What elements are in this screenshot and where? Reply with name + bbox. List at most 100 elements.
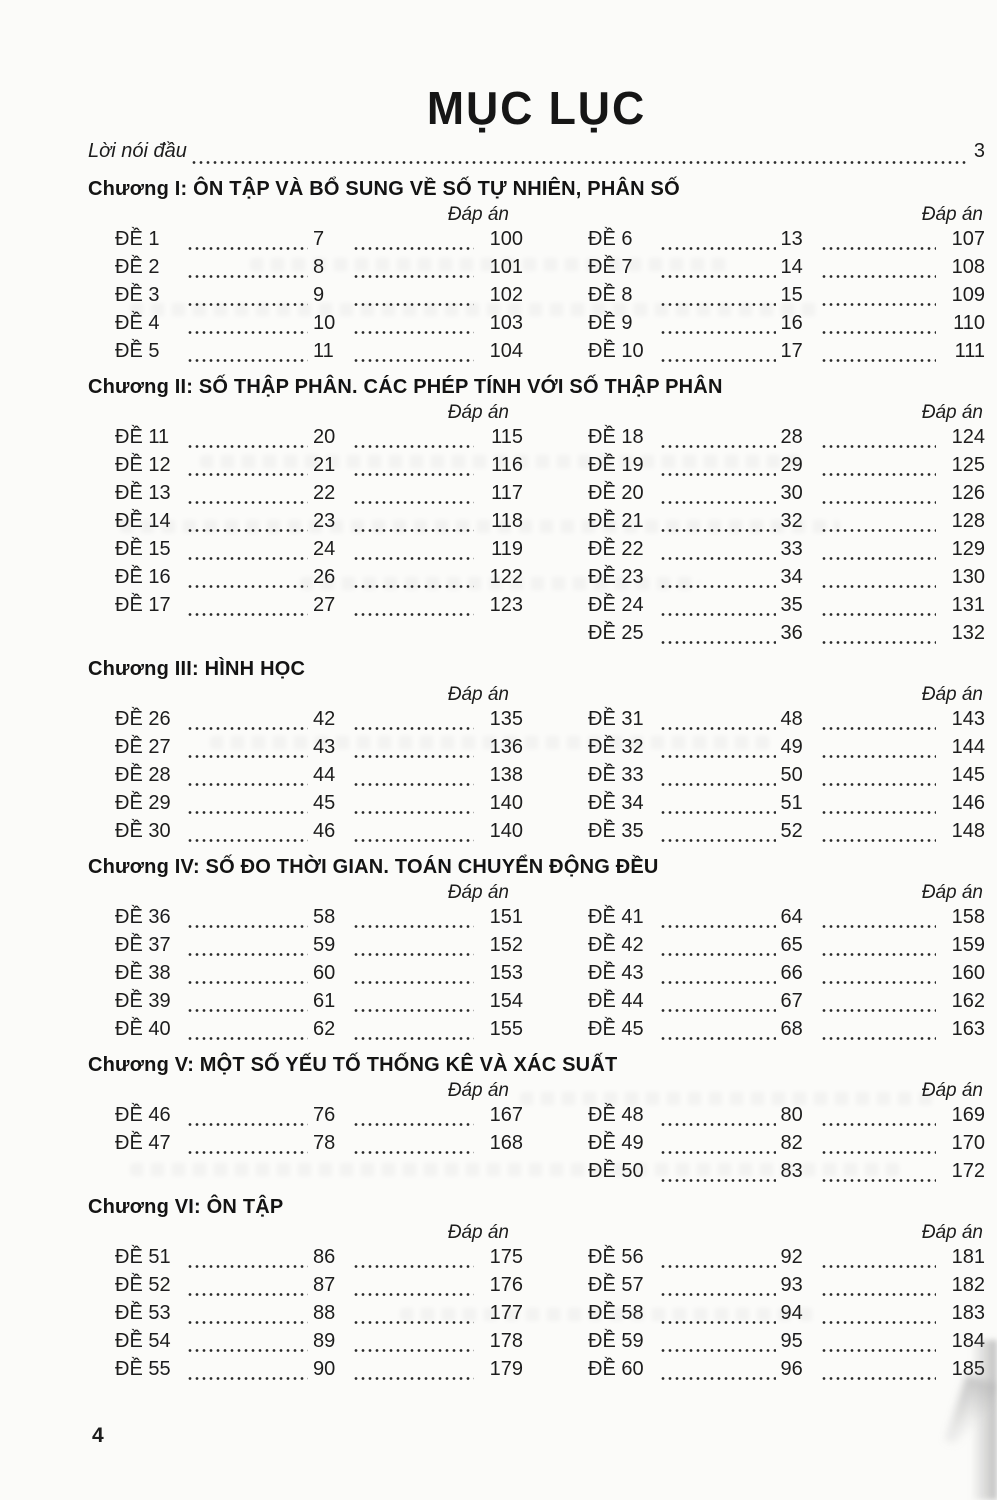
toc-entry-page: 30 <box>780 482 803 504</box>
toc-entry-answer: 128 <box>951 510 985 532</box>
toc-entry: ĐỀ 45 68 163 <box>588 1018 985 1046</box>
toc-entry-answer: 123 <box>489 594 523 616</box>
dot-leader <box>188 528 308 533</box>
toc-entry-page: 58 <box>313 906 336 928</box>
toc-entry-answer: 154 <box>489 990 523 1012</box>
dot-leader <box>354 810 474 815</box>
toc-entry-label: ĐỀ 23 <box>588 566 644 588</box>
toc-entry-label: ĐỀ 45 <box>588 1018 644 1040</box>
chapter-columns: Đáp án ĐỀ 51 86 175 ĐỀ 52 87 176 ĐỀ 53 8… <box>115 1220 985 1386</box>
dot-leader <box>354 980 474 985</box>
dot-leader <box>821 640 936 645</box>
toc-entry-label: ĐỀ 21 <box>588 510 644 532</box>
dot-leader <box>821 924 936 929</box>
toc-entry: ĐỀ 59 95 184 <box>588 1330 985 1358</box>
dot-leader <box>821 246 936 251</box>
answer-column-header: Đáp án <box>921 684 983 705</box>
dot-leader <box>821 302 936 307</box>
toc-entry-answer: 153 <box>489 962 523 984</box>
toc-entry-answer: 185 <box>951 1358 985 1380</box>
toc-entry-label: ĐỀ 19 <box>588 454 644 476</box>
toc-entry: ĐỀ 25 36 132 <box>588 622 985 650</box>
toc-entry-answer: 119 <box>491 538 523 560</box>
toc-entry-page: 33 <box>780 538 803 560</box>
answer-column-header: Đáp án <box>921 204 983 225</box>
toc-entry: ĐỀ 47 78 168 <box>115 1132 523 1160</box>
chapter-section: Chương IV: SỐ ĐO THỜI GIAN. TOÁN CHUYỂN … <box>88 854 985 1046</box>
dot-leader <box>354 1264 474 1269</box>
toc-entry-answer: 143 <box>951 708 985 730</box>
dot-leader <box>661 612 776 617</box>
left-column: Đáp án ĐỀ 26 42 135 ĐỀ 27 43 136 ĐỀ 28 4… <box>115 682 523 848</box>
dot-leader <box>661 924 776 929</box>
toc-entry-page: 32 <box>780 510 803 532</box>
toc-entry: ĐỀ 11 20 115 <box>115 426 523 454</box>
right-column: Đáp án ĐỀ 18 28 124 ĐỀ 19 29 125 ĐỀ 20 3… <box>588 400 985 650</box>
toc-entry-answer: 102 <box>489 284 523 306</box>
toc-entry-page: 51 <box>780 792 803 814</box>
dot-leader <box>821 1178 936 1183</box>
toc-entry-page: 16 <box>780 312 803 334</box>
toc-entry-page: 13 <box>780 228 803 250</box>
toc-rows: ĐỀ 31 48 143 ĐỀ 32 49 144 ĐỀ 33 50 145 Đ… <box>588 708 985 848</box>
toc-entry-answer: 104 <box>489 340 523 362</box>
toc-entry: ĐỀ 12 21 116 <box>115 454 523 482</box>
toc-entry-page: 49 <box>780 736 803 758</box>
toc-entry-label: ĐỀ 42 <box>588 934 644 956</box>
toc-entry-page: 86 <box>313 1246 336 1268</box>
toc-rows: ĐỀ 46 76 167 ĐỀ 47 78 168 <box>115 1104 523 1160</box>
toc-entry-answer: 138 <box>489 764 523 786</box>
toc-entry-page: 93 <box>780 1274 803 1296</box>
toc-entry: ĐỀ 3 9 102 <box>115 284 523 312</box>
dot-leader <box>821 1320 936 1325</box>
toc-entry-label: ĐỀ 14 <box>115 510 171 532</box>
toc-entry: ĐỀ 48 80 169 <box>588 1104 985 1132</box>
toc-entry-page: 44 <box>313 764 336 786</box>
dot-leader <box>188 980 308 985</box>
dot-leader <box>188 1150 308 1155</box>
dot-leader <box>188 1036 308 1041</box>
toc-entry-label: ĐỀ 18 <box>588 426 644 448</box>
dot-leader <box>354 246 474 251</box>
toc-entry-label: ĐỀ 3 <box>115 284 160 306</box>
toc-entry-answer: 158 <box>951 906 985 928</box>
dot-leader <box>821 358 936 363</box>
dot-leader <box>354 358 474 363</box>
dot-leader <box>354 556 474 561</box>
dot-leader <box>821 584 936 589</box>
left-column: Đáp án ĐỀ 46 76 167 ĐỀ 47 78 168 <box>115 1078 523 1188</box>
toc-entry-answer: 129 <box>951 538 985 560</box>
dot-leader <box>188 1264 308 1269</box>
toc-entry-page: 21 <box>313 454 336 476</box>
dot-leader <box>354 952 474 957</box>
dot-leader <box>661 980 776 985</box>
toc-entry-page: 87 <box>313 1274 336 1296</box>
toc-entry-page: 7 <box>313 228 325 250</box>
dot-leader <box>661 952 776 957</box>
toc-entry: ĐỀ 53 88 177 <box>115 1302 523 1330</box>
dot-leader <box>661 358 776 363</box>
toc-entry: ĐỀ 57 93 182 <box>588 1274 985 1302</box>
dot-leader <box>821 952 936 957</box>
toc-entry-label: ĐỀ 16 <box>115 566 171 588</box>
toc-entry-answer: 116 <box>491 454 523 476</box>
toc-entry-page: 46 <box>313 820 336 842</box>
toc-entry: ĐỀ 34 51 146 <box>588 792 985 820</box>
toc-entry: ĐỀ 30 46 140 <box>115 820 523 848</box>
right-column: Đáp án ĐỀ 56 92 181 ĐỀ 57 93 182 ĐỀ 58 9… <box>588 1220 985 1386</box>
dot-leader <box>661 1264 776 1269</box>
toc-entry-page: 92 <box>780 1246 803 1268</box>
toc-entry-answer: 144 <box>951 736 985 758</box>
dot-leader <box>188 952 308 957</box>
dot-leader <box>354 1008 474 1013</box>
dot-leader <box>661 1008 776 1013</box>
dot-leader <box>188 1292 308 1297</box>
toc-entry-page: 94 <box>780 1302 803 1324</box>
toc-entry-page: 76 <box>313 1104 336 1126</box>
toc-entry: ĐỀ 23 34 130 <box>588 566 985 594</box>
toc-entry: ĐỀ 26 42 135 <box>115 708 523 736</box>
toc-entry-label: ĐỀ 29 <box>115 792 171 814</box>
toc-entry: ĐỀ 29 45 140 <box>115 792 523 820</box>
toc-entry-label: ĐỀ 47 <box>115 1132 171 1154</box>
toc-entry-label: ĐỀ 51 <box>115 1246 171 1268</box>
